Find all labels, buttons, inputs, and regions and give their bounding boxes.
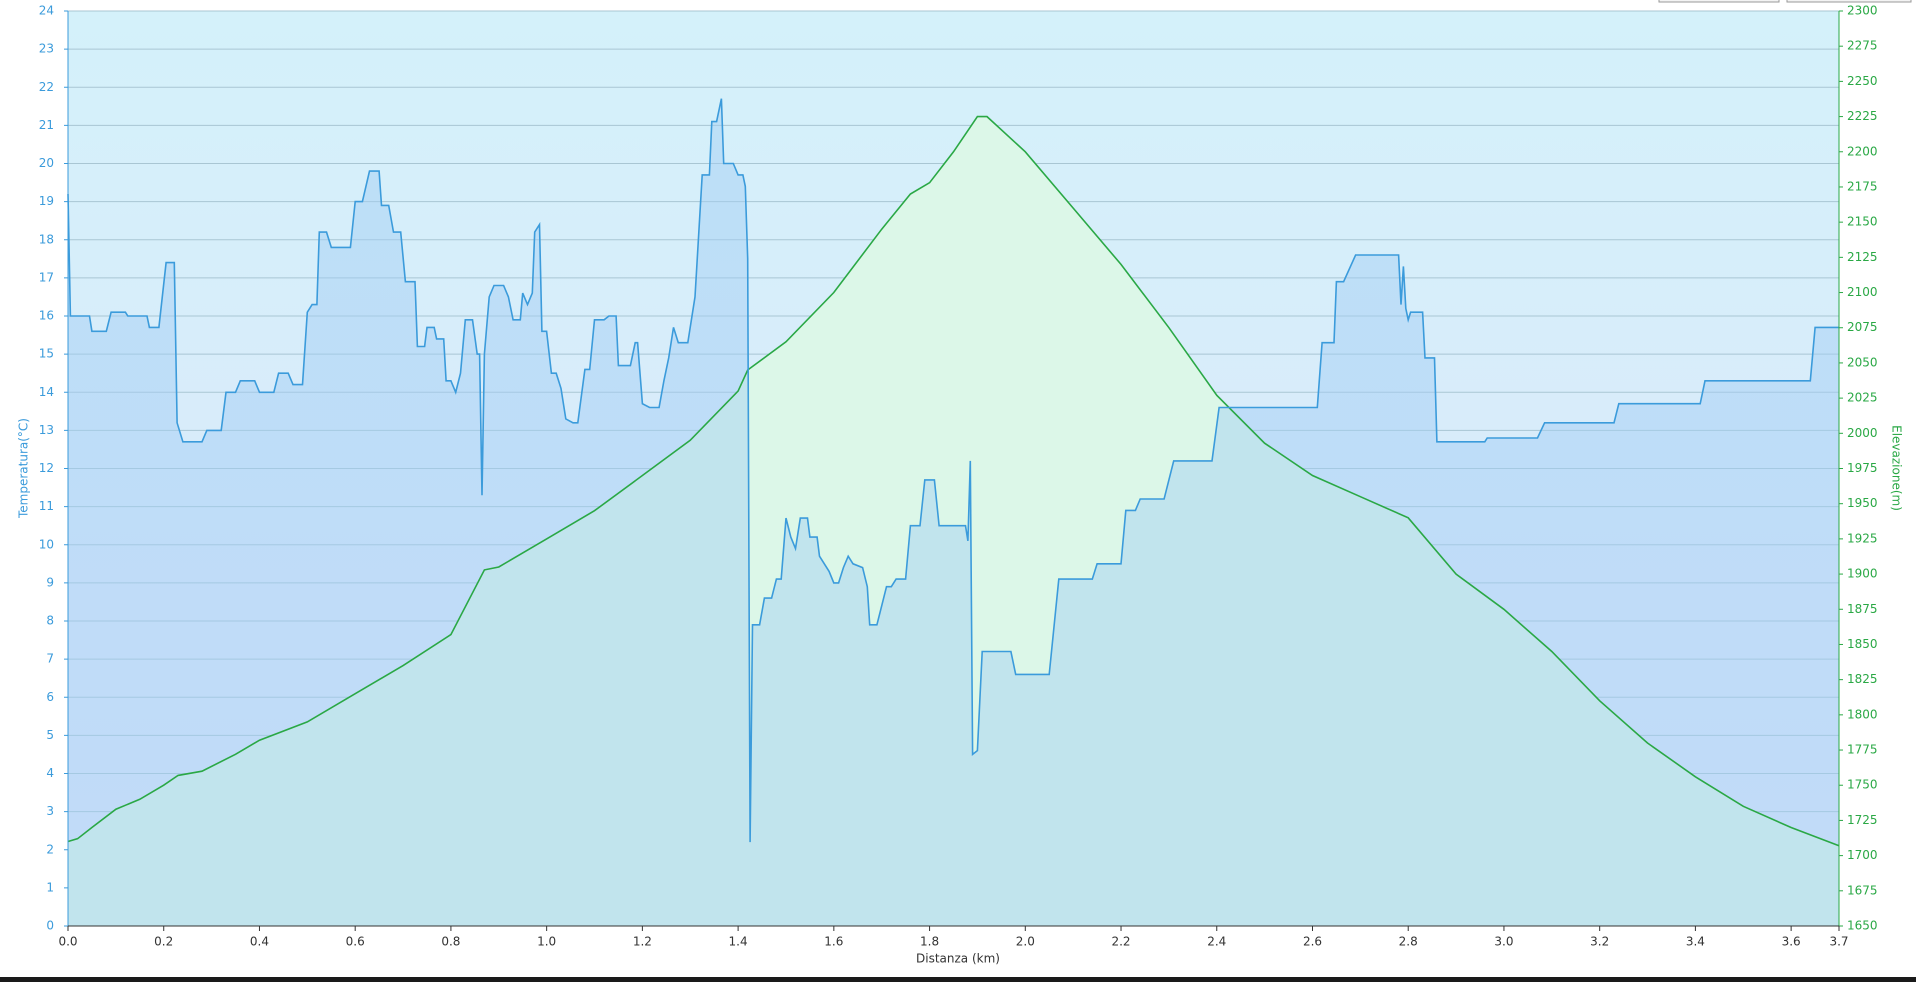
- y2-tick-label: 2050: [1847, 355, 1878, 369]
- y2-tick-label: 2175: [1847, 179, 1878, 193]
- y-tick-label: 15: [39, 347, 54, 361]
- y-tick-label: 1: [46, 880, 54, 894]
- y2-tick-label: 1700: [1847, 848, 1878, 862]
- y2-tick-label: 1925: [1847, 531, 1878, 545]
- y2-tick-label: 1725: [1847, 813, 1878, 827]
- x-tick-label: 2.6: [1303, 935, 1322, 949]
- y2-tick-label: 1900: [1847, 567, 1878, 581]
- y-tick-label: 19: [39, 194, 54, 208]
- x-tick-label: 0.8: [441, 935, 460, 949]
- y-axis-label: Temperatura(°C): [17, 418, 31, 519]
- y-tick-label: 7: [46, 652, 54, 666]
- y2-axis-label: Elevazione(m): [1890, 425, 1904, 511]
- y2-tick-label: 1750: [1847, 778, 1878, 792]
- y2-tick-label: 1775: [1847, 743, 1878, 757]
- y-tick-label: 11: [39, 499, 54, 513]
- x-tick-label: 1.0: [537, 935, 556, 949]
- y2-tick-label: 2100: [1847, 285, 1878, 299]
- y-tick-label: 14: [39, 385, 54, 399]
- x-tick-label: 0.4: [250, 935, 269, 949]
- y2-tick-label: 1875: [1847, 602, 1878, 616]
- y-tick-label: 9: [46, 575, 54, 589]
- x-tick-label: 0.6: [346, 935, 365, 949]
- y2-tick-label: 1950: [1847, 496, 1878, 510]
- y2-tick-label: 1800: [1847, 707, 1878, 721]
- y2-tick-label: 2125: [1847, 250, 1878, 264]
- x-tick-label: 3.0: [1494, 935, 1513, 949]
- y-tick-label: 4: [46, 766, 54, 780]
- toolbar-button[interactable]: [1658, 0, 1780, 3]
- y-tick-label: 6: [46, 690, 54, 704]
- series-area: [68, 98, 1839, 926]
- x-tick-label: 3.2: [1590, 935, 1609, 949]
- series-area: [68, 116, 1839, 927]
- y2-tick-label: 2225: [1847, 109, 1878, 123]
- y-tick-label: 12: [39, 461, 54, 475]
- x-tick-label: 3.6: [1782, 935, 1801, 949]
- y-tick-label: 23: [39, 42, 54, 56]
- y-tick-label: 2: [46, 842, 54, 856]
- y2-tick-label: 1650: [1847, 919, 1878, 933]
- y2-tick-label: 1675: [1847, 883, 1878, 897]
- x-tick-label: 2.2: [1111, 935, 1130, 949]
- x-tick-label: 1.4: [729, 935, 748, 949]
- x-tick-label: 2.8: [1399, 935, 1418, 949]
- y-tick-label: 8: [46, 614, 54, 628]
- y2-tick-label: 2250: [1847, 74, 1878, 88]
- y-tick-label: 24: [39, 4, 54, 18]
- x-tick-label: 2.4: [1207, 935, 1226, 949]
- y2-tick-label: 2025: [1847, 391, 1878, 405]
- y2-tick-label: 2200: [1847, 144, 1878, 158]
- x-tick-label: 3.7: [1829, 935, 1848, 949]
- y-tick-label: 10: [39, 537, 54, 551]
- y2-tick-label: 1975: [1847, 461, 1878, 475]
- y-tick-label: 18: [39, 232, 54, 246]
- y2-tick-label: 2000: [1847, 426, 1878, 440]
- x-tick-label: 1.2: [633, 935, 652, 949]
- series-line: [67, 115, 1840, 847]
- y2-tick-label: 1850: [1847, 637, 1878, 651]
- y2-tick-label: 2300: [1847, 4, 1878, 18]
- y-tick-label: 17: [39, 270, 54, 284]
- y-tick-label: 20: [39, 156, 54, 170]
- toolbar-button[interactable]: [1786, 0, 1912, 3]
- y-tick-label: 0: [46, 919, 54, 933]
- y2-tick-label: 2150: [1847, 215, 1878, 229]
- y-tick-label: 22: [39, 80, 54, 94]
- x-tick-label: 0.0: [58, 935, 77, 949]
- y-tick-label: 21: [39, 118, 54, 132]
- series-line: [67, 98, 1839, 843]
- x-tick-label: 2.0: [1016, 935, 1035, 949]
- x-tick-label: 0.2: [154, 935, 173, 949]
- y-tick-label: 16: [39, 309, 54, 323]
- x-axis-label: Distanza (km): [916, 952, 1000, 966]
- y-tick-label: 13: [39, 423, 54, 437]
- x-tick-label: 3.4: [1686, 935, 1705, 949]
- y-tick-label: 5: [46, 728, 54, 742]
- x-tick-label: 1.8: [920, 935, 939, 949]
- y-tick-label: 3: [46, 804, 54, 818]
- y2-tick-label: 2275: [1847, 39, 1878, 53]
- bottom-bar: [0, 977, 1916, 982]
- x-tick-label: 1.6: [824, 935, 843, 949]
- y2-tick-label: 2075: [1847, 320, 1878, 334]
- y2-tick-label: 1825: [1847, 672, 1878, 686]
